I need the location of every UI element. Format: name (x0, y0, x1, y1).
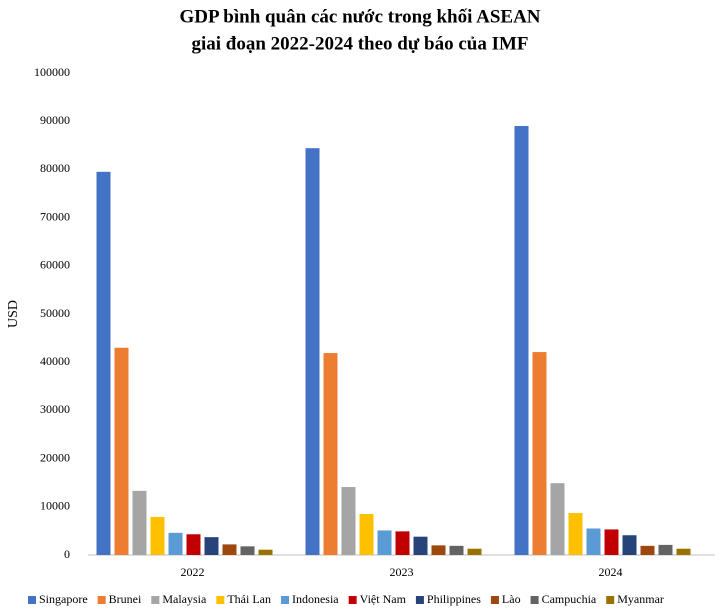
y-tick-label: 80000 (40, 161, 70, 175)
y-tick-label: 30000 (40, 402, 70, 416)
bar (114, 347, 129, 555)
bar (640, 545, 655, 555)
x-tick-label: 2024 (599, 565, 623, 579)
chart-subtitle: giai đoạn 2022-2024 theo dự báo của IMF (191, 33, 528, 54)
y-tick-label: 50000 (40, 306, 70, 320)
x-tick-label: 2023 (390, 565, 414, 579)
legend-label: Campuchia (542, 592, 597, 606)
bar (676, 548, 691, 555)
y-tick-label: 0 (64, 547, 70, 561)
bar (323, 353, 338, 555)
x-tick-label: 2022 (181, 565, 205, 579)
bar (550, 483, 565, 555)
bar (168, 532, 183, 555)
bar (341, 487, 356, 555)
bar (658, 544, 673, 555)
bar (258, 549, 273, 555)
bar (431, 545, 446, 555)
legend-label: Myanmar (617, 592, 664, 606)
y-axis-label: USD (6, 300, 21, 328)
legend-swatch (216, 596, 225, 604)
y-tick-label: 60000 (40, 258, 70, 272)
y-tick-label: 100000 (34, 65, 70, 79)
bar (204, 537, 219, 555)
legend-swatch (490, 596, 499, 604)
legend-swatch (348, 596, 357, 604)
legend-swatch (530, 596, 539, 604)
bar (240, 546, 255, 555)
bar (586, 528, 601, 555)
bar (377, 530, 392, 555)
legend-label: Indonesia (292, 592, 339, 606)
legend-label: Singapore (39, 592, 88, 606)
bar (514, 126, 529, 556)
bar (622, 535, 637, 555)
bar (467, 548, 482, 555)
legend-swatch (151, 596, 160, 604)
legend-label: Thái Lan (227, 592, 271, 606)
y-tick-label: 70000 (40, 209, 70, 223)
bar (222, 544, 237, 555)
bar (150, 516, 165, 555)
legend-swatch (280, 596, 289, 604)
legend-label: Malaysia (162, 592, 207, 606)
bar (532, 352, 547, 555)
bar (132, 490, 147, 555)
bar (305, 148, 320, 555)
legend-label: Brunei (109, 592, 142, 606)
legend-label: Lào (502, 592, 521, 606)
bar (604, 529, 619, 555)
y-tick-label: 90000 (40, 113, 70, 127)
legend-label: Việt Nam (360, 592, 407, 606)
legend-swatch (28, 596, 36, 604)
chart-title: GDP bình quân các nước trong khối ASEAN (179, 6, 540, 27)
bar (395, 531, 410, 555)
bar (359, 514, 374, 555)
y-tick-label: 20000 (40, 450, 70, 464)
legend-swatch (606, 596, 615, 604)
bar (186, 534, 201, 555)
legend-swatch (97, 596, 106, 604)
y-tick-label: 10000 (40, 499, 70, 513)
bar (449, 545, 464, 555)
bar (96, 171, 111, 555)
bar (413, 536, 428, 555)
legend-label: Philippines (427, 592, 481, 606)
legend-swatch (415, 596, 424, 604)
bar (568, 513, 583, 555)
y-tick-label: 40000 (40, 354, 70, 368)
